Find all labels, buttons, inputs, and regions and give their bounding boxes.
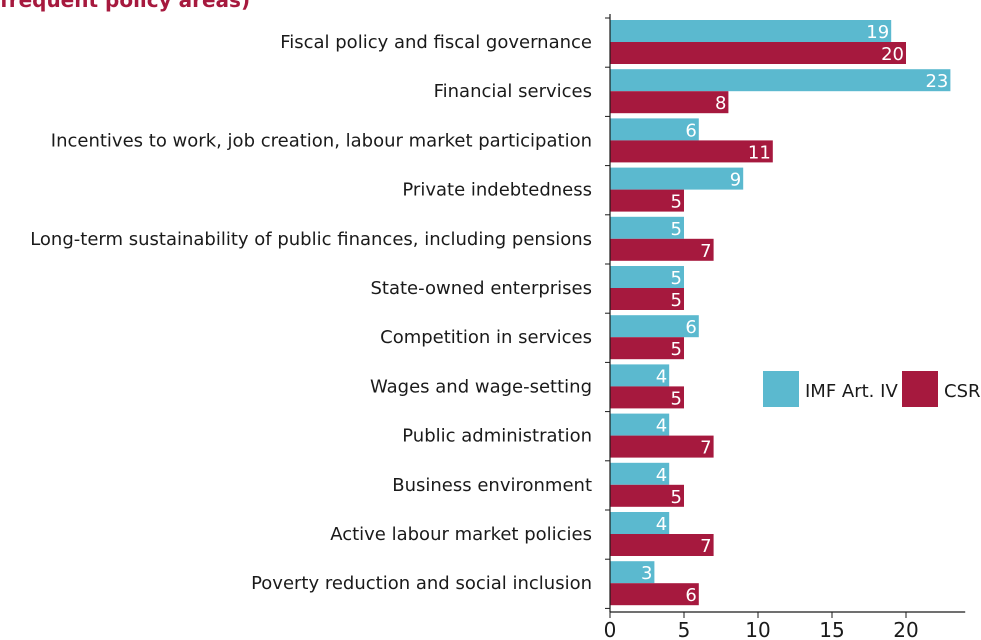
bar-imf (610, 462, 670, 485)
legend: IMF Art. IV CSR (763, 371, 981, 407)
bar-csr (610, 42, 906, 64)
data-label: 4 (656, 514, 667, 535)
x-tick-label: 20 (893, 618, 918, 640)
x-tick-label: 15 (819, 618, 844, 640)
data-label: 5 (671, 290, 682, 311)
category-label: Competition in services (380, 327, 592, 348)
data-label: 9 (730, 170, 741, 191)
bar-csr (610, 337, 684, 360)
category-label: Active labour market policies (330, 524, 592, 545)
category-label: Long-term sustainability of public finan… (30, 229, 592, 250)
x-tick-label: 10 (745, 618, 770, 640)
data-label: 11 (748, 142, 771, 163)
data-label: 6 (685, 585, 696, 606)
category-labels: Fiscal policy and fiscal governance Finan… (30, 32, 592, 594)
category-label: State-owned enterprises (370, 278, 592, 299)
bar-csr (610, 288, 684, 310)
data-label: 23 (925, 71, 948, 92)
category-label: Public administration (402, 426, 592, 447)
data-label: 5 (671, 192, 682, 213)
bar-imf (610, 167, 744, 190)
bar-imf (610, 20, 892, 42)
x-axis: 0 5 10 15 20 (604, 14, 966, 640)
x-tick-label: 0 (604, 618, 617, 640)
bar-imf (610, 315, 699, 338)
data-label: 5 (671, 268, 682, 289)
data-label: 4 (656, 366, 667, 387)
bar-imf (610, 216, 684, 239)
data-label: 5 (671, 339, 682, 360)
legend-label-imf: IMF Art. IV (805, 381, 898, 402)
category-label: Poverty reduction and social inclusion (251, 573, 592, 594)
bar-csr (610, 534, 714, 556)
data-label: 7 (700, 241, 711, 262)
category-label: Incentives to work, job creation, labour… (51, 130, 592, 151)
category-label: Business environment (392, 475, 592, 496)
category-label: Fiscal policy and fiscal governance (280, 32, 592, 53)
bar-csr (610, 386, 684, 409)
bar-imf (610, 512, 670, 534)
bar-csr (610, 189, 684, 212)
data-label: 6 (685, 317, 696, 338)
bar-csr (610, 238, 714, 261)
data-label: 19 (866, 22, 889, 43)
bar-csr (610, 484, 684, 507)
data-label: 8 (715, 93, 726, 114)
chart-title: frequent policy areas) (0, 0, 251, 12)
data-label: 6 (685, 120, 696, 141)
data-label: 4 (656, 416, 667, 437)
data-label: 3 (641, 563, 652, 584)
bar-imf (610, 561, 655, 584)
bar-imf (610, 413, 670, 436)
category-label: Private indebtedness (402, 180, 592, 201)
category-label: Wages and wage-setting (370, 376, 592, 397)
bar-csr (610, 435, 714, 458)
legend-swatch-imf (763, 371, 799, 407)
bar-imf (610, 266, 684, 288)
bar-imf (610, 69, 951, 92)
legend-label-csr: CSR (944, 381, 981, 402)
data-label: 5 (671, 487, 682, 508)
data-label: 5 (671, 388, 682, 409)
data-label: 7 (700, 536, 711, 557)
bar-csr (610, 583, 699, 606)
bar-csr (610, 140, 773, 163)
category-label: Financial services (434, 81, 592, 102)
bar-imf (610, 118, 699, 141)
data-label: 7 (700, 438, 711, 459)
data-label: 5 (671, 219, 682, 240)
data-label: 4 (656, 465, 667, 486)
legend-swatch-csr (902, 371, 938, 407)
data-label: 20 (881, 44, 904, 65)
x-tick-label: 5 (678, 618, 691, 640)
bar-csr (610, 91, 729, 114)
bar-imf (610, 364, 670, 387)
